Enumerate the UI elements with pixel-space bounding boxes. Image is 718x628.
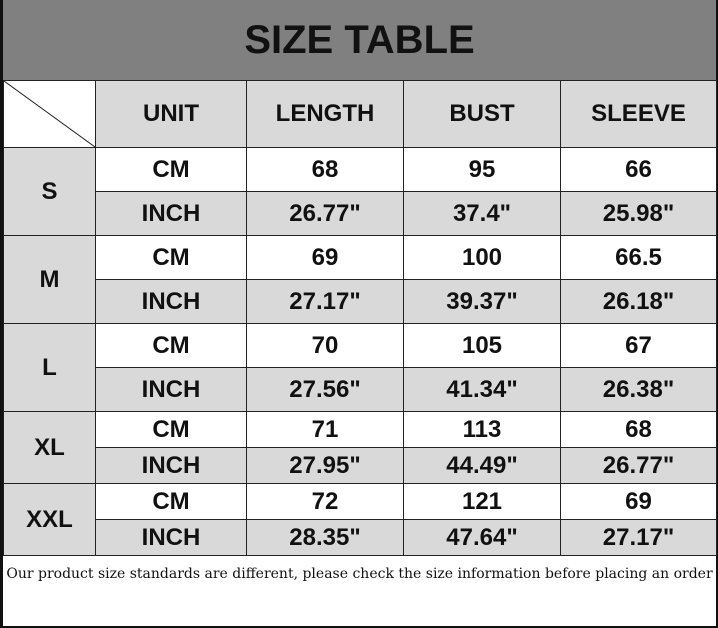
table-row: INCH 27.17" 39.37" 26.18": [4, 279, 717, 324]
table-row: XL CM 71 113 68: [3, 411, 717, 484]
header-row: UNIT LENGTH BUST SLEEVE: [3, 80, 717, 148]
page-title: SIZE TABLE: [3, 0, 716, 80]
unit-cell: CM: [95, 235, 247, 280]
bust-cell: 113: [403, 411, 561, 448]
size-label: S: [3, 147, 96, 236]
table-row: XXL CM 72 121 69: [3, 483, 717, 556]
table-row: M CM 69 100 66.5: [3, 235, 717, 324]
header-length: LENGTH: [246, 80, 404, 148]
unit-cell: CM: [95, 411, 247, 448]
sleeve-cell: 66: [560, 147, 717, 192]
unit-cell: INCH: [95, 191, 247, 236]
unit-cell: CM: [95, 323, 247, 368]
size-label: M: [3, 235, 96, 324]
length-cell: 28.35": [246, 519, 404, 556]
bust-cell: 41.34": [403, 367, 561, 412]
bust-cell: 100: [403, 235, 561, 280]
size-label: L: [3, 323, 96, 412]
unit-cell: INCH: [95, 447, 247, 484]
sleeve-cell: 26.77": [560, 447, 717, 484]
sleeve-cell: 27.17": [560, 519, 717, 556]
header-bust: BUST: [403, 80, 561, 148]
length-cell: 27.56": [246, 367, 404, 412]
table-row: INCH 28.35" 47.64" 27.17": [4, 519, 717, 556]
unit-cell: INCH: [95, 519, 247, 556]
bust-cell: 121: [403, 483, 561, 520]
bust-cell: 44.49": [403, 447, 561, 484]
corner-cell: [3, 80, 96, 148]
bust-cell: 95: [403, 147, 561, 192]
length-cell: 71: [246, 411, 404, 448]
table-row: L CM 70 105 67: [3, 323, 717, 412]
size-table: UNIT LENGTH BUST SLEEVE S CM 68 95 66 INCH 26.…: [3, 80, 717, 556]
length-cell: 69: [246, 235, 404, 280]
bust-cell: 105: [403, 323, 561, 368]
table-row: INCH 27.56" 41.34" 26.38": [4, 367, 717, 412]
table-row: S CM 68 95 66: [3, 147, 717, 236]
unit-cell: INCH: [95, 279, 247, 324]
unit-cell: CM: [95, 483, 247, 520]
bust-cell: 37.4": [403, 191, 561, 236]
bust-cell: 47.64": [403, 519, 561, 556]
size-label: XL: [3, 411, 96, 484]
size-label: XXL: [3, 483, 96, 556]
size-note: Our product size standards are different…: [6, 566, 713, 582]
unit-cell: CM: [95, 147, 247, 192]
sleeve-cell: 67: [560, 323, 717, 368]
sleeve-cell: 66.5: [560, 235, 717, 280]
unit-cell: INCH: [95, 367, 247, 412]
length-cell: 68: [246, 147, 404, 192]
header-unit: UNIT: [95, 80, 247, 148]
length-cell: 72: [246, 483, 404, 520]
length-cell: 26.77": [246, 191, 404, 236]
sleeve-cell: 26.38": [560, 367, 717, 412]
sleeve-cell: 26.18": [560, 279, 717, 324]
table-row: INCH 26.77" 37.4" 25.98": [4, 191, 717, 236]
header-sleeve: SLEEVE: [560, 80, 717, 148]
length-cell: 27.17": [246, 279, 404, 324]
sleeve-cell: 69: [560, 483, 717, 520]
diagonal-line-icon: [4, 81, 95, 147]
length-cell: 70: [246, 323, 404, 368]
bust-cell: 39.37": [403, 279, 561, 324]
sleeve-cell: 25.98": [560, 191, 717, 236]
length-cell: 27.95": [246, 447, 404, 484]
table-row: INCH 27.95" 44.49" 26.77": [4, 447, 717, 484]
sleeve-cell: 68: [560, 411, 717, 448]
